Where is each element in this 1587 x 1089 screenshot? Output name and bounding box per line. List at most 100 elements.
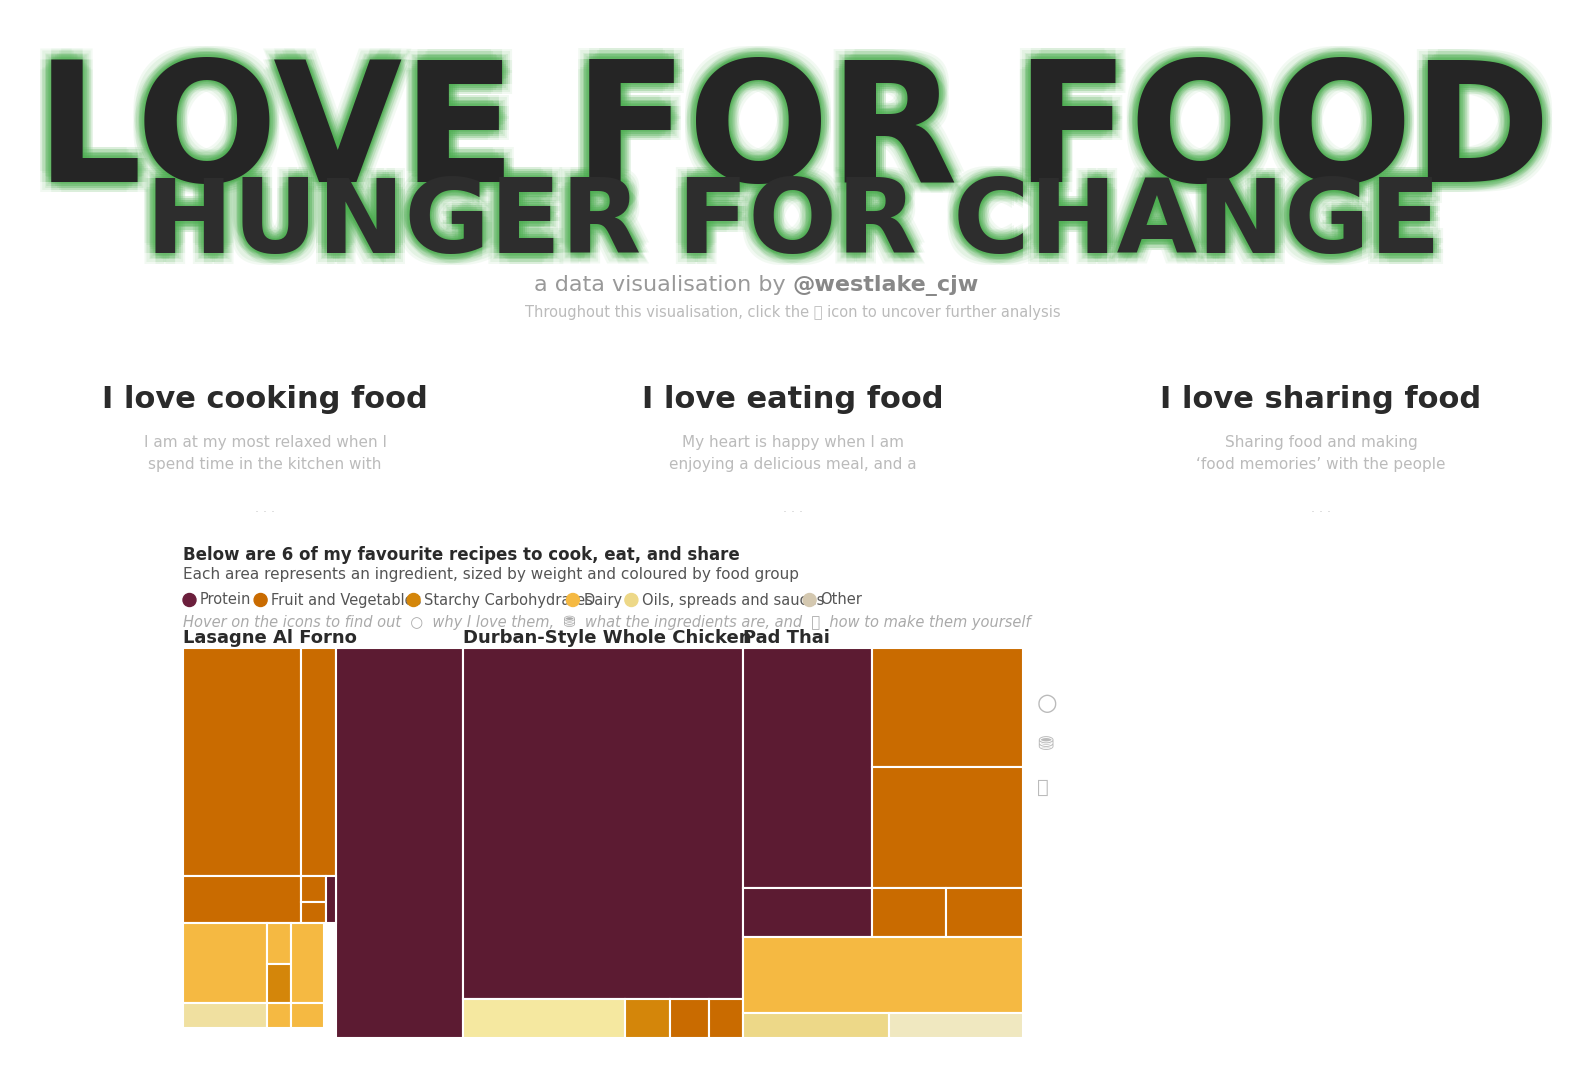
Text: HUNGER FOR CHANGE: HUNGER FOR CHANGE xyxy=(140,181,1435,281)
Bar xyxy=(871,648,1024,767)
Text: LOVE FOR FOOD: LOVE FOR FOOD xyxy=(32,58,1546,221)
Text: a data visualisation by: a data visualisation by xyxy=(535,276,794,295)
Text: HUNGER FOR CHANGE: HUNGER FOR CHANGE xyxy=(146,169,1441,269)
Text: HUNGER FOR CHANGE: HUNGER FOR CHANGE xyxy=(144,174,1439,276)
Text: I love cooking food: I love cooking food xyxy=(102,386,428,415)
Bar xyxy=(300,902,325,923)
Text: HUNGER FOR CHANGE: HUNGER FOR CHANGE xyxy=(148,173,1441,274)
Text: HUNGER FOR CHANGE: HUNGER FOR CHANGE xyxy=(146,170,1441,271)
Circle shape xyxy=(567,594,579,607)
Circle shape xyxy=(408,594,421,607)
Text: LOVE FOR FOOD: LOVE FOR FOOD xyxy=(35,53,1549,217)
Text: Below are 6 of my favourite recipes to cook, eat, and share: Below are 6 of my favourite recipes to c… xyxy=(183,546,740,564)
Text: ○: ○ xyxy=(1036,692,1057,715)
Bar xyxy=(290,923,324,1003)
Text: . . .: . . . xyxy=(782,502,803,514)
Text: HUNGER FOR CHANGE: HUNGER FOR CHANGE xyxy=(148,172,1443,273)
Text: HUNGER FOR CHANGE: HUNGER FOR CHANGE xyxy=(143,176,1438,278)
Text: ⛃: ⛃ xyxy=(478,735,494,755)
Bar xyxy=(463,999,625,1038)
Circle shape xyxy=(803,594,816,607)
Bar xyxy=(300,648,335,877)
Text: Oils, spreads and sauces: Oils, spreads and sauces xyxy=(641,592,824,608)
Text: ⛃: ⛃ xyxy=(1036,735,1054,755)
Text: ⧉: ⧉ xyxy=(1036,778,1049,796)
Text: HUNGER FOR CHANGE: HUNGER FOR CHANGE xyxy=(152,181,1446,281)
Text: HUNGER FOR CHANGE: HUNGER FOR CHANGE xyxy=(136,183,1431,284)
Text: LOVE FOR FOOD: LOVE FOR FOOD xyxy=(35,54,1550,218)
Text: HUNGER FOR CHANGE: HUNGER FOR CHANGE xyxy=(141,179,1436,280)
Text: ⧉: ⧉ xyxy=(478,778,489,796)
Text: HUNGER FOR CHANGE: HUNGER FOR CHANGE xyxy=(146,173,1441,274)
Text: LOVE FOR FOOD: LOVE FOR FOOD xyxy=(35,52,1550,216)
Text: HUNGER FOR CHANGE: HUNGER FOR CHANGE xyxy=(152,169,1446,269)
Bar xyxy=(871,767,1024,888)
Text: @westlake_cjw: @westlake_cjw xyxy=(794,274,979,295)
Text: LOVE FOR FOOD: LOVE FOR FOOD xyxy=(35,58,1550,221)
Text: LOVE FOR FOOD: LOVE FOR FOOD xyxy=(35,42,1550,206)
Text: Sharing food and making
‘food memories’ with the people: Sharing food and making ‘food memories’ … xyxy=(1197,435,1446,473)
Text: HUNGER FOR CHANGE: HUNGER FOR CHANGE xyxy=(143,172,1438,273)
Text: HUNGER FOR CHANGE: HUNGER FOR CHANGE xyxy=(141,174,1436,276)
Text: ○: ○ xyxy=(757,692,778,715)
Text: LOVE FOR FOOD: LOVE FOR FOOD xyxy=(35,60,1550,222)
Bar xyxy=(743,1013,889,1038)
Text: LOVE FOR FOOD: LOVE FOR FOOD xyxy=(44,45,1558,208)
Text: HUNGER FOR CHANGE: HUNGER FOR CHANGE xyxy=(144,175,1439,277)
Text: LOVE FOR FOOD: LOVE FOR FOOD xyxy=(30,60,1544,222)
Text: HUNGER FOR CHANGE: HUNGER FOR CHANGE xyxy=(146,163,1441,265)
Circle shape xyxy=(625,594,638,607)
Text: ⛃: ⛃ xyxy=(757,735,773,755)
Text: HUNGER FOR CHANGE: HUNGER FOR CHANGE xyxy=(148,174,1441,276)
Text: LOVE FOR FOOD: LOVE FOR FOOD xyxy=(40,53,1555,217)
Bar xyxy=(267,923,290,964)
Bar xyxy=(625,999,670,1038)
Text: LOVE FOR FOOD: LOVE FOR FOOD xyxy=(46,42,1562,206)
Text: HUNGER FOR CHANGE: HUNGER FOR CHANGE xyxy=(146,179,1441,280)
Text: ○: ○ xyxy=(478,692,498,715)
Text: LOVE FOR FOOD: LOVE FOR FOOD xyxy=(40,58,1555,221)
Text: . . .: . . . xyxy=(1311,502,1331,514)
Bar xyxy=(743,888,871,937)
Text: HUNGER FOR CHANGE: HUNGER FOR CHANGE xyxy=(148,174,1443,276)
Text: HUNGER FOR CHANGE: HUNGER FOR CHANGE xyxy=(146,167,1441,267)
Text: LOVE FOR FOOD: LOVE FOR FOOD xyxy=(33,53,1547,217)
Text: Each area represents an ingredient, sized by weight and coloured by food group: Each area represents an ingredient, size… xyxy=(183,567,798,583)
Text: . . .: . . . xyxy=(256,502,275,514)
Bar xyxy=(183,648,300,877)
Text: HUNGER FOR CHANGE: HUNGER FOR CHANGE xyxy=(146,174,1441,276)
Text: LOVE FOR FOOD: LOVE FOR FOOD xyxy=(35,49,1550,212)
Text: HUNGER FOR CHANGE: HUNGER FOR CHANGE xyxy=(157,185,1451,286)
Text: HUNGER FOR CHANGE: HUNGER FOR CHANGE xyxy=(146,175,1441,277)
Text: Dairy: Dairy xyxy=(584,592,622,608)
Text: HUNGER FOR CHANGE: HUNGER FOR CHANGE xyxy=(149,170,1444,271)
Text: LOVE FOR FOOD: LOVE FOR FOOD xyxy=(30,48,1544,210)
Text: LOVE FOR FOOD: LOVE FOR FOOD xyxy=(27,62,1543,225)
Bar xyxy=(267,1003,290,1028)
Text: LOVE FOR FOOD: LOVE FOR FOOD xyxy=(35,52,1549,216)
Text: LOVE FOR FOOD: LOVE FOR FOOD xyxy=(27,53,1543,217)
Text: LOVE FOR FOOD: LOVE FOR FOOD xyxy=(32,49,1546,212)
Text: HUNGER FOR CHANGE: HUNGER FOR CHANGE xyxy=(148,175,1441,277)
Text: LOVE FOR FOOD: LOVE FOR FOOD xyxy=(44,53,1558,217)
Text: HUNGER FOR CHANGE: HUNGER FOR CHANGE xyxy=(146,176,1441,278)
Text: LOVE FOR FOOD: LOVE FOR FOOD xyxy=(35,64,1550,228)
Text: LOVE FOR FOOD: LOVE FOR FOOD xyxy=(38,53,1552,217)
Bar xyxy=(463,648,743,999)
Text: LOVE FOR FOOD: LOVE FOR FOOD xyxy=(33,51,1547,215)
Text: Starchy Carbohydrates: Starchy Carbohydrates xyxy=(424,592,594,608)
Text: LOVE FOR FOOD: LOVE FOR FOOD xyxy=(25,42,1539,206)
Text: LOVE FOR FOOD: LOVE FOR FOOD xyxy=(32,53,1546,217)
Text: LOVE FOR FOOD: LOVE FOR FOOD xyxy=(35,45,1550,208)
Text: HUNGER FOR CHANGE: HUNGER FOR CHANGE xyxy=(146,181,1441,281)
Text: HUNGER FOR CHANGE: HUNGER FOR CHANGE xyxy=(157,163,1451,265)
Text: LOVE FOR FOOD: LOVE FOR FOOD xyxy=(37,54,1552,218)
Text: LOVE FOR FOOD: LOVE FOR FOOD xyxy=(27,45,1543,208)
Text: HUNGER FOR CHANGE: HUNGER FOR CHANGE xyxy=(140,174,1435,276)
Text: HUNGER FOR CHANGE: HUNGER FOR CHANGE xyxy=(152,174,1446,276)
Text: LOVE FOR FOOD: LOVE FOR FOOD xyxy=(41,48,1557,210)
Bar xyxy=(183,923,267,1003)
Text: LOVE FOR FOOD: LOVE FOR FOOD xyxy=(41,53,1557,217)
Text: Throughout this visualisation, click the ⤢ icon to uncover further analysis: Throughout this visualisation, click the… xyxy=(525,305,1060,319)
Text: LOVE FOR FOOD: LOVE FOR FOOD xyxy=(35,53,1550,217)
